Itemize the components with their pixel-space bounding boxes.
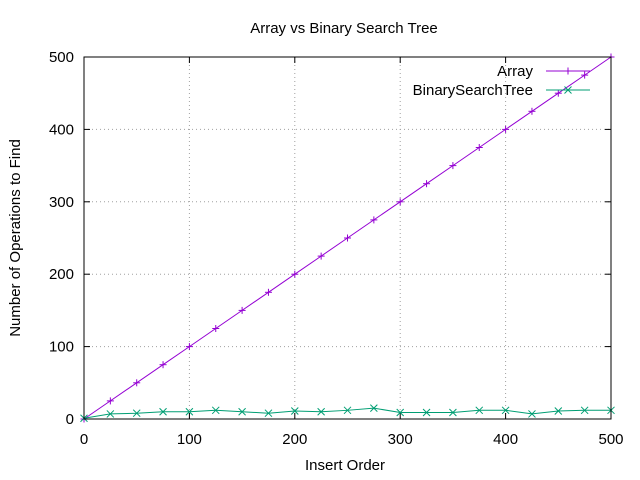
data-point-binarysearchtree-stroke (528, 410, 536, 418)
data-point-binarysearchtree (422, 408, 431, 417)
data-point-binarysearchtree-stroke (264, 409, 273, 418)
data-point-binarysearchtree-stroke (106, 410, 115, 418)
data-point-binarysearchtree (211, 406, 220, 415)
plot-frame (83, 56, 612, 420)
data-point-array (554, 89, 562, 97)
x-tick-label: 300 (388, 431, 413, 448)
data-point-array (264, 288, 272, 296)
series-binarysearchtree (80, 404, 615, 423)
data-point-binarysearchtree-stroke (185, 407, 194, 416)
x-tick-label: 500 (598, 431, 623, 448)
data-point-binarysearchtree (185, 407, 194, 416)
data-point-binarysearchtree-stroke (501, 406, 510, 415)
data-point-array (396, 198, 404, 206)
data-point-binarysearchtree (580, 406, 589, 415)
legend: Array BinarySearchTree (413, 63, 590, 99)
legend-item-binarysearchtree: BinarySearchTree (413, 82, 590, 99)
data-point-array (528, 107, 536, 115)
y-axis-label: Number of Operations to Find (7, 139, 24, 337)
data-point-binarysearchtree (317, 407, 326, 416)
y-tick-label: 400 (49, 121, 74, 138)
data-point-binarysearchtree-stroke (317, 407, 326, 416)
x-tick-label: 100 (177, 431, 202, 448)
data-point-array (212, 325, 220, 332)
data-point-binarysearchtree-stroke (211, 406, 220, 415)
legend-marker-array (564, 67, 572, 75)
chart-title: Array vs Binary Search Tree (250, 20, 438, 37)
y-tick-label: 0 (66, 411, 74, 428)
series-layer (80, 53, 615, 423)
legend-item-array: Array (497, 63, 590, 80)
axis-ticks: 0 100 200 300 400 500 0 100 200 300 400 500 (49, 49, 624, 448)
data-point-array (133, 379, 141, 387)
data-point-binarysearchtree (159, 407, 167, 416)
data-point-array (449, 162, 457, 170)
data-point-binarysearchtree-stroke (132, 409, 141, 418)
data-point-binarysearchtree (132, 409, 141, 418)
data-point-array (317, 252, 325, 260)
data-point-array (159, 361, 167, 369)
data-point-binarysearchtree-stroke (343, 406, 352, 415)
data-point-binarysearchtree-stroke (396, 408, 405, 417)
data-point-array (423, 180, 431, 188)
data-point-binarysearchtree-stroke (580, 406, 589, 415)
data-point-array (106, 397, 114, 405)
data-point-array (502, 125, 510, 133)
legend-marker-binarysearchtree (564, 86, 572, 94)
data-point-array (185, 343, 193, 351)
data-point-binarysearchtree (369, 404, 378, 412)
x-tick-label: 0 (80, 431, 88, 448)
data-point-binarysearchtree-stroke (475, 406, 484, 415)
y-tick-label: 200 (49, 266, 74, 283)
data-point-binarysearchtree-stroke (554, 407, 563, 415)
legend-label-binarysearchtree: BinarySearchTree (413, 82, 533, 99)
data-point-binarysearchtree (554, 407, 563, 415)
y-tick-label: 100 (49, 339, 74, 356)
y-tick-label: 500 (49, 49, 74, 66)
legend-marker-binarysearchtree-stroke (564, 86, 572, 94)
data-point-binarysearchtree (528, 410, 536, 418)
data-point-array (370, 216, 378, 224)
x-axis-label: Insert Order (305, 457, 385, 474)
grid (84, 57, 611, 419)
legend-label-array: Array (497, 63, 533, 80)
data-point-binarysearchtree-stroke (290, 407, 299, 415)
data-point-array (291, 270, 299, 278)
data-point-binarysearchtree (449, 408, 457, 417)
data-point-array (581, 71, 589, 79)
data-point-binarysearchtree-stroke (449, 408, 457, 417)
series-array (80, 53, 615, 423)
x-tick-label: 400 (493, 431, 518, 448)
data-point-binarysearchtree-stroke (369, 404, 378, 412)
y-tick-label: 300 (49, 194, 74, 211)
data-point-binarysearchtree (106, 410, 115, 418)
data-point-array (475, 144, 483, 151)
data-point-binarysearchtree-stroke (238, 407, 246, 416)
data-point-binarysearchtree-stroke (159, 407, 167, 416)
data-point-binarysearchtree (238, 407, 246, 416)
data-point-array (238, 306, 246, 314)
data-point-binarysearchtree (396, 408, 405, 417)
data-point-binarysearchtree (343, 406, 352, 415)
data-point-binarysearchtree-stroke (422, 408, 431, 417)
data-point-binarysearchtree (501, 406, 510, 415)
data-point-binarysearchtree (475, 406, 484, 415)
data-point-array (344, 234, 351, 242)
data-point-binarysearchtree (264, 409, 273, 418)
x-tick-label: 200 (282, 431, 307, 448)
data-point-binarysearchtree (290, 407, 299, 415)
